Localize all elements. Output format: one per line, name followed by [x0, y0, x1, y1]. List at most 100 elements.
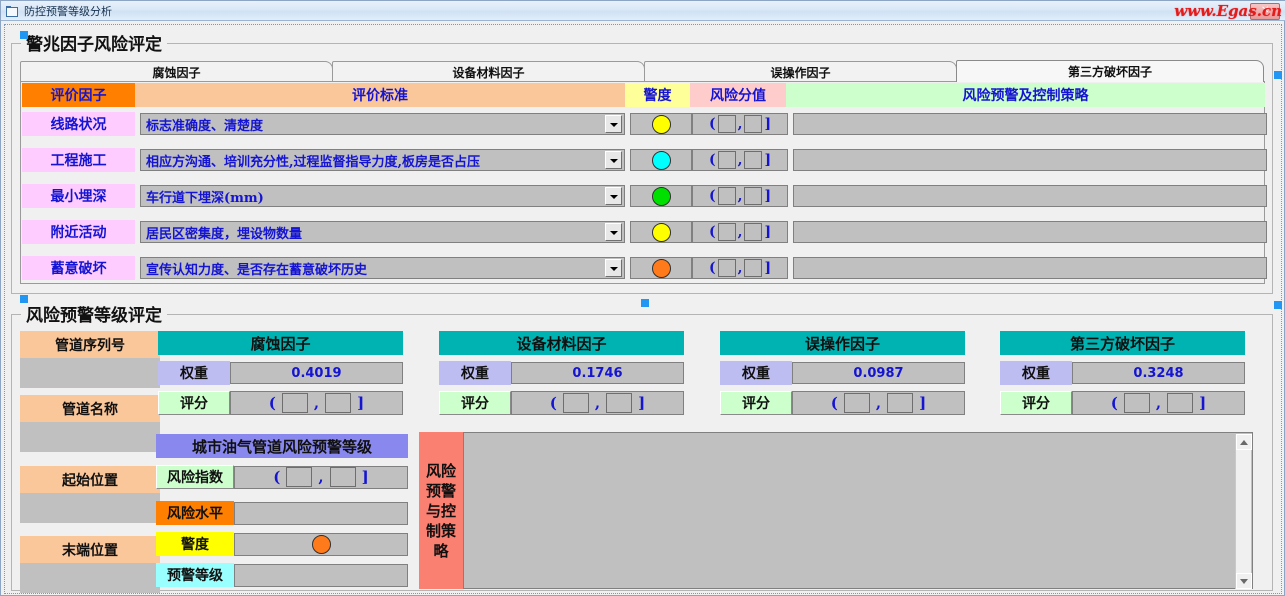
resize-handle-middle[interactable]: [641, 299, 649, 307]
risk-score-upper-input[interactable]: [744, 151, 763, 169]
strategy-field[interactable]: [793, 149, 1267, 171]
criteria-select[interactable]: 宣传认知力度、是否存在蓄意破坏历史: [140, 257, 625, 279]
column-header-risk-score: 风险分值: [690, 83, 786, 107]
row-factor-label: 蓄意破坏: [22, 256, 135, 280]
strategy-field[interactable]: [793, 221, 1267, 243]
factor-card-misoperation: 误操作因子 权重 0.0987 评分 ( , ]: [720, 331, 965, 415]
risk-level-value[interactable]: [234, 501, 408, 525]
score-lower-input[interactable]: [1123, 393, 1150, 413]
score-upper-input[interactable]: [325, 393, 352, 413]
criteria-select-value: 车行道下埋深(mm): [146, 190, 264, 206]
pipeline-name-label: 管道名称: [20, 395, 160, 422]
criteria-select[interactable]: 相应方沟通、培训充分性,过程监督指导力度,板房是否占压: [140, 149, 625, 171]
alert-grade-label: 预警等级: [156, 563, 234, 587]
risk-score-lower-input[interactable]: [717, 115, 736, 133]
score-lower-input[interactable]: [843, 393, 870, 413]
strategy-panel-textarea[interactable]: [463, 432, 1253, 589]
risk-score-upper-input[interactable]: [744, 115, 763, 133]
pipeline-end-value[interactable]: [20, 563, 160, 593]
risk-score-lower-input[interactable]: [717, 223, 736, 241]
alert-grade-value[interactable]: [234, 563, 408, 587]
close-button[interactable]: ✕: [1250, 3, 1280, 20]
score-open-paren: (: [708, 260, 716, 276]
risk-index-lower-input[interactable]: [286, 467, 313, 487]
window-title: 防控预警等级分析: [24, 4, 112, 18]
score-lower-input[interactable]: [562, 393, 589, 413]
pipeline-end-label: 末端位置: [20, 536, 160, 563]
chevron-down-icon[interactable]: [605, 187, 622, 205]
chevron-down-icon[interactable]: [605, 223, 622, 241]
alert-degree-indicator: [630, 257, 692, 279]
tab-third-party-damage-factor[interactable]: 第三方破坏因子: [956, 60, 1264, 82]
alert-lamp-icon: [651, 258, 671, 278]
risk-score-lower-input[interactable]: [717, 187, 736, 205]
chevron-down-icon[interactable]: [605, 115, 622, 133]
factor-card-corrosion: 腐蚀因子 权重 0.4019 评分 ( , ]: [158, 331, 403, 415]
factor-weight-row: 权重 0.3248: [1000, 361, 1245, 385]
risk-score-upper-input[interactable]: [744, 259, 763, 277]
resize-handle-right-top[interactable]: [1274, 71, 1282, 79]
score-label: 评分: [1000, 391, 1072, 415]
score-close-bracket: ]: [919, 394, 927, 412]
criteria-select-value: 相应方沟通、培训充分性,过程监督指导力度,板房是否占压: [146, 154, 481, 170]
criteria-select[interactable]: 标志准确度、清楚度: [140, 113, 625, 135]
tab-misoperation-factor[interactable]: 误操作因子: [644, 61, 957, 82]
risk-index-field: ( , ]: [234, 465, 408, 489]
row-factor-label: 工程施工: [22, 148, 135, 172]
risk-score-upper-input[interactable]: [744, 187, 763, 205]
alert-lamp-icon: [651, 222, 671, 242]
resize-handle-top-left[interactable]: [20, 31, 28, 39]
alert-degree-label: 警度: [156, 532, 234, 556]
scroll-down-icon[interactable]: [1236, 573, 1252, 589]
score-open-paren: (: [549, 394, 557, 412]
alert-degree-indicator: [630, 149, 692, 171]
strategy-field[interactable]: [793, 257, 1267, 279]
score-separator: ,: [737, 152, 743, 168]
chevron-down-icon[interactable]: [605, 151, 622, 169]
strategy-field[interactable]: [793, 185, 1267, 207]
score-upper-input[interactable]: [606, 393, 633, 413]
scroll-up-icon[interactable]: [1236, 434, 1252, 450]
pipeline-start-value[interactable]: [20, 493, 160, 523]
score-close-bracket: ]: [361, 468, 369, 486]
tab-corrosion-factor[interactable]: 腐蚀因子: [20, 61, 333, 82]
score-open-paren: (: [708, 152, 716, 168]
score-close-bracket: ]: [764, 260, 772, 276]
score-separator: ,: [594, 394, 601, 412]
resize-handle-left[interactable]: [20, 295, 28, 303]
chevron-down-icon[interactable]: [605, 259, 622, 277]
tab-equipment-material-factor[interactable]: 设备材料因子: [332, 61, 645, 82]
risk-score-upper-input[interactable]: [744, 223, 763, 241]
weight-value: 0.0987: [792, 362, 965, 384]
strategy-field[interactable]: [793, 113, 1267, 135]
score-close-bracket: ]: [357, 394, 365, 412]
criteria-select[interactable]: 车行道下埋深(mm): [140, 185, 625, 207]
risk-score-lower-input[interactable]: [717, 259, 736, 277]
weight-label: 权重: [1000, 361, 1072, 385]
score-range-field: ( , ]: [1072, 391, 1245, 415]
score-lower-input[interactable]: [281, 393, 308, 413]
criteria-select-value: 宣传认知力度、是否存在蓄意破坏历史: [146, 262, 368, 278]
factor-card-third-party-damage: 第三方破坏因子 权重 0.3248 评分 ( , ]: [1000, 331, 1245, 415]
pipeline-name-value[interactable]: [20, 422, 160, 452]
factor-card-equipment-material: 设备材料因子 权重 0.1746 评分 ( , ]: [439, 331, 684, 415]
risk-index-upper-input[interactable]: [329, 467, 356, 487]
row-factor-label: 附近活动: [22, 220, 135, 244]
factor-score-row: 评分 ( , ]: [1000, 391, 1245, 415]
strategy-panel-scrollbar[interactable]: [1235, 434, 1252, 589]
score-upper-input[interactable]: [887, 393, 914, 413]
close-icon: ✕: [1261, 5, 1270, 16]
score-open-paren: (: [1110, 394, 1118, 412]
pipeline-serial-value[interactable]: [20, 358, 160, 388]
score-open-paren: (: [268, 394, 276, 412]
resize-handle-right[interactable]: [1274, 301, 1282, 309]
weight-label: 权重: [158, 361, 230, 385]
criteria-select[interactable]: 居民区密集度，埋设物数量: [140, 221, 625, 243]
risk-score-lower-input[interactable]: [717, 151, 736, 169]
factor-tabstrip: 腐蚀因子 设备材料因子 误操作因子 第三方破坏因子: [20, 60, 1265, 82]
score-close-bracket: ]: [638, 394, 646, 412]
alert-lamp-icon: [651, 186, 671, 206]
column-header-alert-degree: 警度: [625, 83, 690, 107]
level-group-legend: 风险预警等级评定: [21, 301, 167, 326]
score-upper-input[interactable]: [1167, 393, 1194, 413]
